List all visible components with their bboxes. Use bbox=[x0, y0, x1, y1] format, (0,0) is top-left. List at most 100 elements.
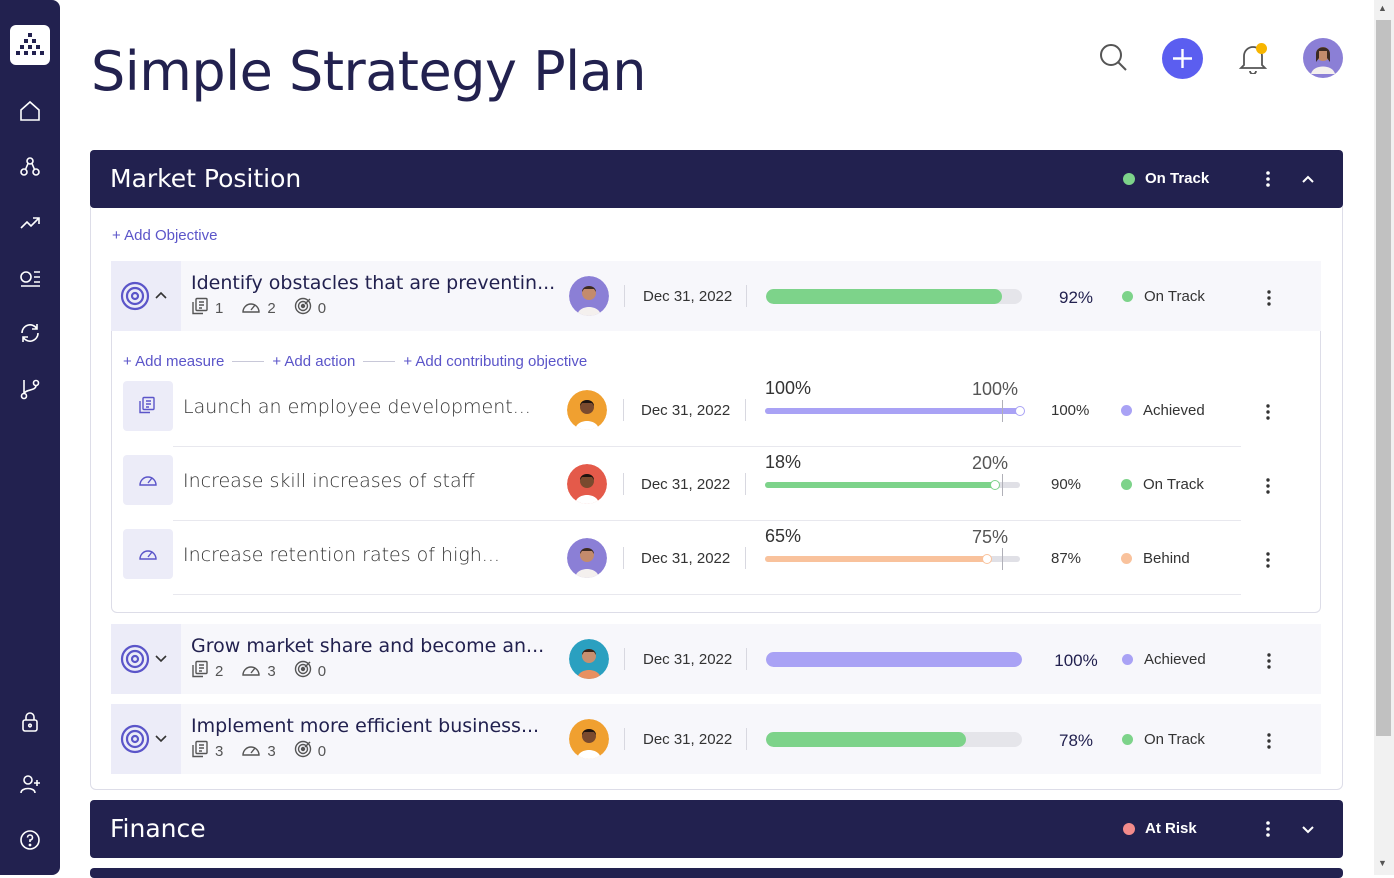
lock-icon[interactable] bbox=[18, 710, 42, 734]
scroll-down-arrow-icon[interactable]: ▼ bbox=[1378, 858, 1387, 868]
measure-track bbox=[765, 556, 1020, 562]
avatar[interactable] bbox=[1303, 38, 1343, 78]
more-options-icon[interactable] bbox=[1265, 477, 1271, 495]
measure-row[interactable]: Increase retention rates of high... Dec … bbox=[123, 521, 1270, 595]
add-action-link[interactable]: + Add action bbox=[272, 353, 356, 370]
gauge-icon bbox=[123, 455, 173, 505]
scroll-up-arrow-icon[interactable]: ▲ bbox=[1378, 3, 1387, 13]
logo-icon[interactable] bbox=[10, 25, 50, 65]
section-header-market-position[interactable]: Market Position On Track bbox=[90, 150, 1343, 208]
add-objective-link[interactable]: + Add Objective bbox=[112, 227, 218, 244]
progress-bar bbox=[766, 652, 1022, 667]
measure-title[interactable]: Increase skill increases of staff bbox=[183, 470, 475, 492]
status-label: Achieved bbox=[1143, 402, 1205, 419]
page-title: Simple Strategy Plan bbox=[91, 40, 646, 103]
due-date: Dec 31, 2022 bbox=[641, 550, 731, 567]
chevron-up-icon[interactable] bbox=[154, 288, 168, 307]
target-small-icon bbox=[294, 297, 312, 319]
status-dot bbox=[1123, 173, 1135, 185]
more-options-icon[interactable] bbox=[1266, 652, 1272, 670]
measure-title[interactable]: Launch an employee development... bbox=[183, 396, 531, 418]
objective-title[interactable]: Implement more efficient business... bbox=[191, 715, 540, 737]
measure-fill bbox=[765, 556, 987, 562]
owner-avatar[interactable] bbox=[567, 390, 607, 430]
status-label: On Track bbox=[1144, 731, 1205, 748]
measure-handle[interactable] bbox=[981, 554, 992, 564]
owner-avatar[interactable] bbox=[569, 639, 609, 679]
section-status: On Track bbox=[1145, 170, 1210, 187]
objective-icon-box[interactable] bbox=[111, 261, 181, 331]
row-divider bbox=[173, 594, 1241, 595]
objective-icon-box[interactable] bbox=[111, 624, 181, 694]
branch-icon[interactable] bbox=[18, 377, 42, 401]
hierarchy-icon[interactable] bbox=[18, 155, 42, 179]
measure-fill bbox=[765, 482, 995, 488]
owner-avatar[interactable] bbox=[567, 538, 607, 578]
actions-count: 3 bbox=[267, 662, 276, 680]
status-label: On Track bbox=[1143, 476, 1204, 493]
measure-doc-icon bbox=[191, 297, 209, 319]
refresh-icon[interactable] bbox=[18, 321, 42, 345]
status-dot bbox=[1122, 291, 1133, 302]
chevron-down-icon[interactable] bbox=[1298, 819, 1318, 839]
status-dot bbox=[1122, 734, 1133, 745]
measure-handle[interactable] bbox=[1015, 406, 1025, 416]
more-options-icon[interactable] bbox=[1266, 289, 1272, 307]
add-button[interactable] bbox=[1162, 38, 1203, 79]
help-icon[interactable] bbox=[18, 828, 42, 852]
more-options-icon[interactable] bbox=[1258, 169, 1278, 189]
add-user-icon[interactable] bbox=[18, 772, 42, 796]
chevron-down-icon[interactable] bbox=[154, 651, 168, 670]
objective-counts: 1 2 0 bbox=[191, 297, 338, 319]
more-options-icon[interactable] bbox=[1265, 551, 1271, 569]
divider bbox=[623, 399, 624, 421]
target-value: 75% bbox=[972, 527, 1009, 547]
progress-fill bbox=[766, 732, 966, 747]
target-small-icon bbox=[294, 740, 312, 762]
status-dot bbox=[1121, 405, 1132, 416]
divider bbox=[745, 547, 746, 569]
sidebar bbox=[0, 0, 60, 875]
objective-title[interactable]: Identify obstacles that are preventin... bbox=[191, 272, 556, 294]
section-header-finance[interactable]: Finance At Risk bbox=[90, 800, 1343, 858]
measure-title[interactable]: Increase retention rates of high... bbox=[183, 544, 500, 566]
owner-avatar[interactable] bbox=[569, 276, 609, 316]
link-divider bbox=[363, 361, 396, 362]
measure-handle[interactable] bbox=[989, 480, 1000, 490]
search-icon[interactable] bbox=[1098, 42, 1128, 72]
target-value: 100% bbox=[972, 379, 1019, 399]
objective-row[interactable]: Identify obstacles that are preventin...… bbox=[111, 261, 1321, 331]
divider bbox=[745, 473, 746, 495]
target-value: 20% bbox=[972, 453, 1009, 473]
row-divider bbox=[173, 520, 1241, 521]
objective-icon-box[interactable] bbox=[111, 704, 181, 774]
status-label: On Track bbox=[1144, 288, 1205, 305]
measure-row[interactable]: Launch an employee development... Dec 31… bbox=[123, 373, 1270, 447]
target-icon bbox=[119, 723, 151, 760]
chevron-up-icon[interactable] bbox=[1298, 169, 1318, 189]
scrollbar-thumb[interactable] bbox=[1376, 20, 1391, 736]
divider bbox=[746, 728, 747, 750]
gauge-icon bbox=[241, 740, 261, 762]
list-icon[interactable] bbox=[18, 266, 42, 290]
more-options-icon[interactable] bbox=[1258, 819, 1278, 839]
measure-row[interactable]: Increase skill increases of staff Dec 31… bbox=[123, 447, 1270, 521]
measures-count: 1 bbox=[215, 299, 224, 317]
objective-row[interactable]: Implement more efficient business... 3 3… bbox=[111, 704, 1321, 774]
objective-row[interactable]: Grow market share and become an... 2 3 0… bbox=[111, 624, 1321, 694]
objective-title[interactable]: Grow market share and become an... bbox=[191, 635, 545, 657]
trending-icon[interactable] bbox=[18, 211, 42, 235]
more-options-icon[interactable] bbox=[1265, 403, 1271, 421]
owner-avatar[interactable] bbox=[569, 719, 609, 759]
due-date: Dec 31, 2022 bbox=[641, 402, 731, 419]
chevron-down-icon[interactable] bbox=[154, 731, 168, 750]
due-date: Dec 31, 2022 bbox=[643, 731, 733, 748]
home-icon[interactable] bbox=[18, 99, 42, 123]
target-small-icon bbox=[294, 660, 312, 682]
add-measure-link[interactable]: + Add measure bbox=[123, 353, 225, 370]
more-options-icon[interactable] bbox=[1266, 732, 1272, 750]
objectives-count: 0 bbox=[317, 299, 327, 317]
divider bbox=[624, 648, 625, 670]
add-contributing-objective-link[interactable]: + Add contributing objective bbox=[403, 353, 588, 370]
owner-avatar[interactable] bbox=[567, 464, 607, 504]
